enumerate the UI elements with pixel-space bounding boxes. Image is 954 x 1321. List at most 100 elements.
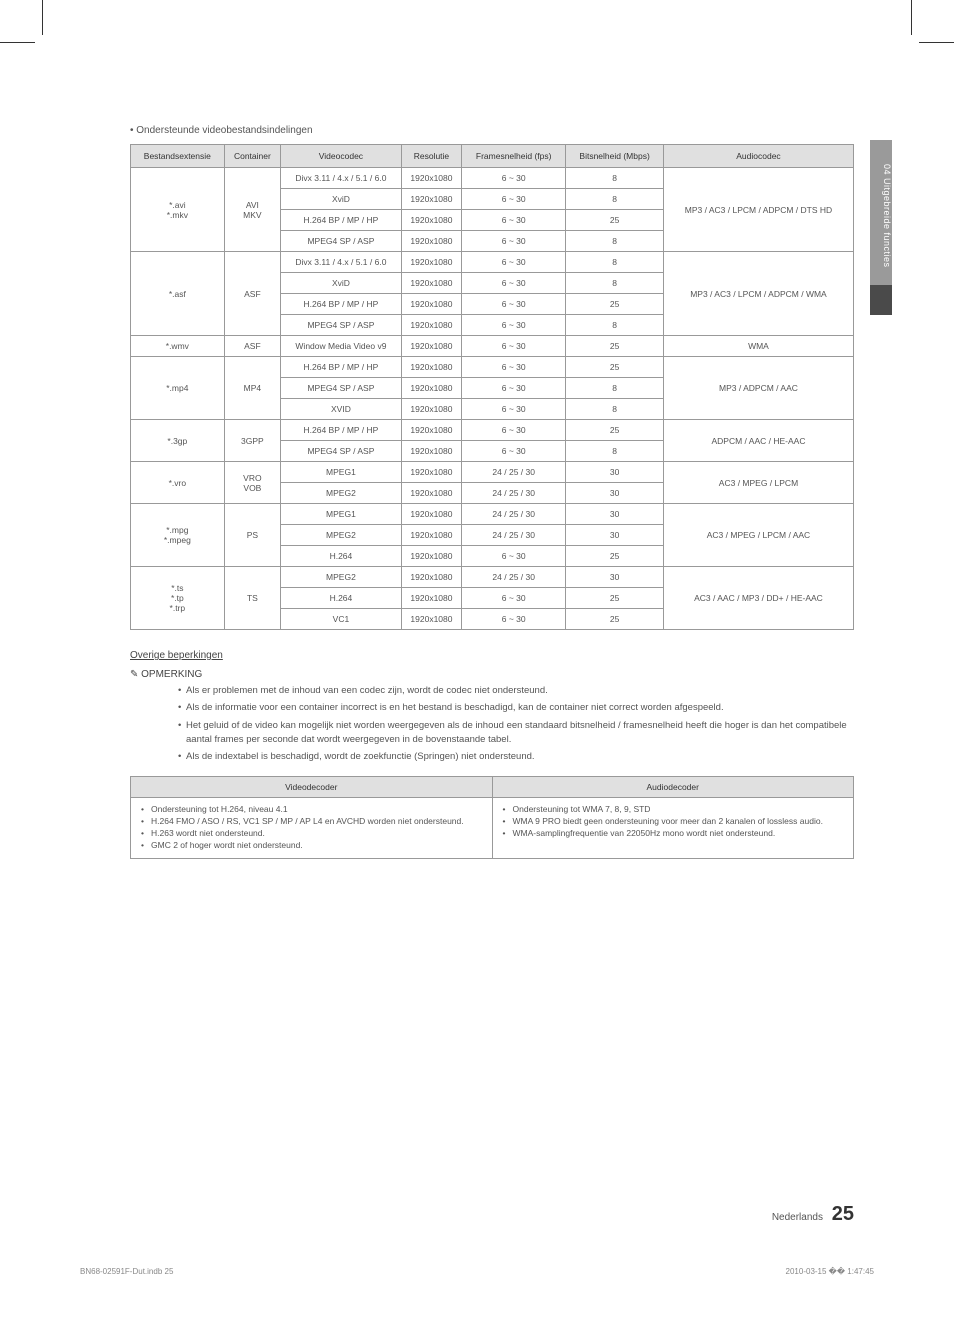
cell-codec: MPEG4 SP / ASP bbox=[281, 378, 402, 399]
cell-codec: XviD bbox=[281, 273, 402, 294]
video-decoder-list: Ondersteuning tot H.264, niveau 4.1H.264… bbox=[141, 804, 482, 852]
section-bullet-heading: • Ondersteunde videobestandsindelingen bbox=[130, 125, 854, 136]
cell-res: 1920x1080 bbox=[401, 504, 461, 525]
cell-codec: Divx 3.11 / 4.x / 5.1 / 6.0 bbox=[281, 168, 402, 189]
decoder-item: H.264 FMO / ASO / RS, VC1 SP / MP / AP L… bbox=[141, 816, 482, 828]
crop-mark bbox=[911, 0, 912, 35]
side-tab: 04 Uitgebreide functies bbox=[870, 140, 892, 285]
decoder-item: Ondersteuning tot WMA 7, 8, 9, STD bbox=[503, 804, 844, 816]
cell-res: 1920x1080 bbox=[401, 252, 461, 273]
table-header: Audiocodec bbox=[663, 145, 853, 168]
cell-res: 1920x1080 bbox=[401, 420, 461, 441]
cell-extension: *.ts*.tp*.trp bbox=[131, 567, 225, 630]
cell-bit: 25 bbox=[566, 357, 664, 378]
cell-codec: XviD bbox=[281, 189, 402, 210]
cell-audio: AC3 / MPEG / LPCM / AAC bbox=[663, 504, 853, 567]
print-time: 2010-03-15 �� 1:47:45 bbox=[786, 1267, 874, 1276]
cell-container: ASF bbox=[224, 252, 280, 336]
table-row: *.vroVROVOBMPEG11920x108024 / 25 / 3030A… bbox=[131, 462, 854, 483]
cell-bit: 30 bbox=[566, 504, 664, 525]
decoder-item: Ondersteuning tot H.264, niveau 4.1 bbox=[141, 804, 482, 816]
video-formats-table: BestandsextensieContainerVideocodecResol… bbox=[130, 144, 854, 630]
cell-audio: MP3 / AC3 / LPCM / ADPCM / WMA bbox=[663, 252, 853, 336]
cell-bit: 8 bbox=[566, 441, 664, 462]
cell-codec: MPEG4 SP / ASP bbox=[281, 315, 402, 336]
table-row: *.mpg*.mpegPSMPEG11920x108024 / 25 / 303… bbox=[131, 504, 854, 525]
table-row: *.asfASFDivx 3.11 / 4.x / 5.1 / 6.01920x… bbox=[131, 252, 854, 273]
cell-bit: 25 bbox=[566, 546, 664, 567]
cell-res: 1920x1080 bbox=[401, 483, 461, 504]
cell-extension: *.3gp bbox=[131, 420, 225, 462]
cell-res: 1920x1080 bbox=[401, 462, 461, 483]
note-item: Als de informatie voor een container inc… bbox=[178, 701, 854, 715]
table-header: Container bbox=[224, 145, 280, 168]
cell-fps: 24 / 25 / 30 bbox=[462, 567, 566, 588]
cell-fps: 6 ~ 30 bbox=[462, 336, 566, 357]
cell-fps: 6 ~ 30 bbox=[462, 546, 566, 567]
cell-res: 1920x1080 bbox=[401, 231, 461, 252]
cell-res: 1920x1080 bbox=[401, 588, 461, 609]
table-header: Framesnelheid (fps) bbox=[462, 145, 566, 168]
cell-container: AVIMKV bbox=[224, 168, 280, 252]
table-header: Bitsnelheid (Mbps) bbox=[566, 145, 664, 168]
cell-container: 3GPP bbox=[224, 420, 280, 462]
cell-res: 1920x1080 bbox=[401, 273, 461, 294]
cell-codec: MPEG2 bbox=[281, 483, 402, 504]
cell-bit: 25 bbox=[566, 420, 664, 441]
cell-codec: Divx 3.11 / 4.x / 5.1 / 6.0 bbox=[281, 252, 402, 273]
cell-fps: 6 ~ 30 bbox=[462, 357, 566, 378]
cell-res: 1920x1080 bbox=[401, 210, 461, 231]
cell-fps: 6 ~ 30 bbox=[462, 588, 566, 609]
note-item: Als er problemen met de inhoud van een c… bbox=[178, 684, 854, 698]
cell-res: 1920x1080 bbox=[401, 336, 461, 357]
cell-res: 1920x1080 bbox=[401, 399, 461, 420]
cell-codec: H.264 bbox=[281, 546, 402, 567]
cell-fps: 6 ~ 30 bbox=[462, 378, 566, 399]
cell-container: TS bbox=[224, 567, 280, 630]
cell-res: 1920x1080 bbox=[401, 441, 461, 462]
cell-res: 1920x1080 bbox=[401, 546, 461, 567]
cell-bit: 8 bbox=[566, 399, 664, 420]
cell-audio: AC3 / AAC / MP3 / DD+ / HE-AAC bbox=[663, 567, 853, 630]
cell-res: 1920x1080 bbox=[401, 567, 461, 588]
cell-codec: MPEG4 SP / ASP bbox=[281, 441, 402, 462]
cell-codec: H.264 BP / MP / HP bbox=[281, 210, 402, 231]
cell-codec: H.264 BP / MP / HP bbox=[281, 420, 402, 441]
notes-list: Als er problemen met de inhoud van een c… bbox=[130, 684, 854, 764]
cell-fps: 24 / 25 / 30 bbox=[462, 462, 566, 483]
cell-bit: 8 bbox=[566, 315, 664, 336]
crop-mark bbox=[919, 42, 954, 43]
cell-container: ASF bbox=[224, 336, 280, 357]
cell-codec: H.264 BP / MP / HP bbox=[281, 357, 402, 378]
decoder-item: H.263 wordt niet ondersteund. bbox=[141, 828, 482, 840]
decoder-header-video: Videodecoder bbox=[131, 777, 493, 798]
table-header: Videocodec bbox=[281, 145, 402, 168]
cell-bit: 25 bbox=[566, 609, 664, 630]
table-header: Bestandsextensie bbox=[131, 145, 225, 168]
cell-bit: 8 bbox=[566, 168, 664, 189]
note-label: ✎ OPMERKING bbox=[130, 669, 854, 680]
cell-bit: 25 bbox=[566, 294, 664, 315]
cell-fps: 6 ~ 30 bbox=[462, 252, 566, 273]
cell-res: 1920x1080 bbox=[401, 189, 461, 210]
cell-fps: 6 ~ 30 bbox=[462, 315, 566, 336]
cell-audio: MP3 / AC3 / LPCM / ADPCM / DTS HD bbox=[663, 168, 853, 252]
cell-fps: 6 ~ 30 bbox=[462, 294, 566, 315]
crop-mark bbox=[0, 42, 35, 43]
cell-bit: 30 bbox=[566, 462, 664, 483]
cell-fps: 24 / 25 / 30 bbox=[462, 525, 566, 546]
cell-res: 1920x1080 bbox=[401, 168, 461, 189]
table-row: *.avi*.mkvAVIMKVDivx 3.11 / 4.x / 5.1 / … bbox=[131, 168, 854, 189]
table-row: *.wmvASFWindow Media Video v91920x10806 … bbox=[131, 336, 854, 357]
cell-codec: MPEG2 bbox=[281, 525, 402, 546]
cell-codec: MPEG1 bbox=[281, 504, 402, 525]
cell-bit: 25 bbox=[566, 210, 664, 231]
cell-bit: 25 bbox=[566, 588, 664, 609]
cell-extension: *.asf bbox=[131, 252, 225, 336]
cell-extension: *.vro bbox=[131, 462, 225, 504]
crop-mark bbox=[42, 0, 43, 35]
cell-container: MP4 bbox=[224, 357, 280, 420]
page-footer: Nederlands 25 bbox=[772, 1203, 854, 1226]
cell-extension: *.wmv bbox=[131, 336, 225, 357]
table-row: *.ts*.tp*.trpTSMPEG21920x108024 / 25 / 3… bbox=[131, 567, 854, 588]
